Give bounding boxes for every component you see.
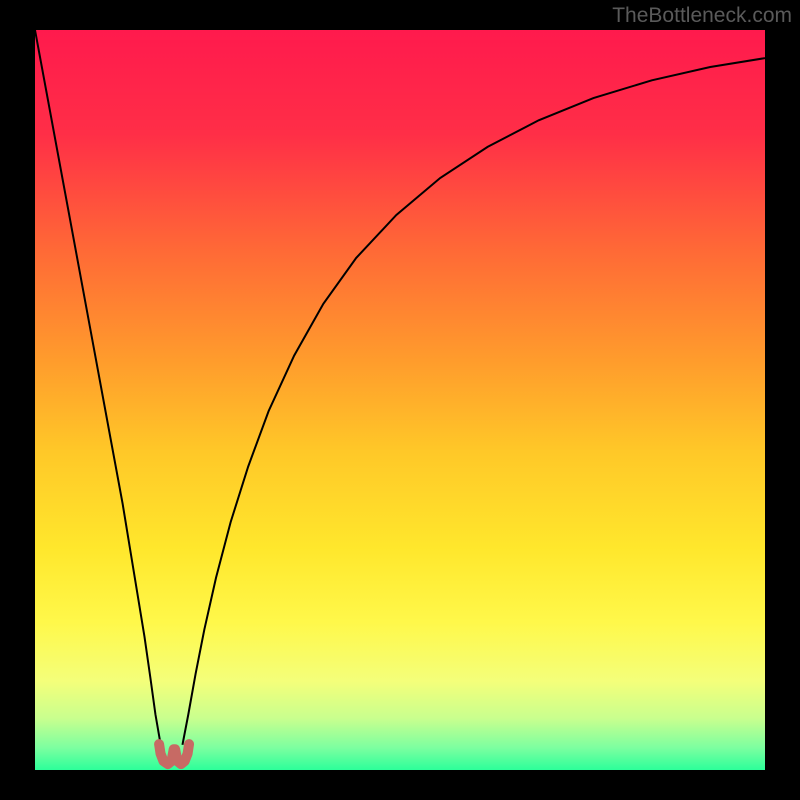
chart-container: TheBottleneck.com (0, 0, 800, 800)
chart-gradient-background (35, 30, 765, 770)
bottleneck-chart (0, 0, 800, 800)
cup-marker (159, 744, 189, 764)
watermark-text: TheBottleneck.com (612, 4, 792, 28)
